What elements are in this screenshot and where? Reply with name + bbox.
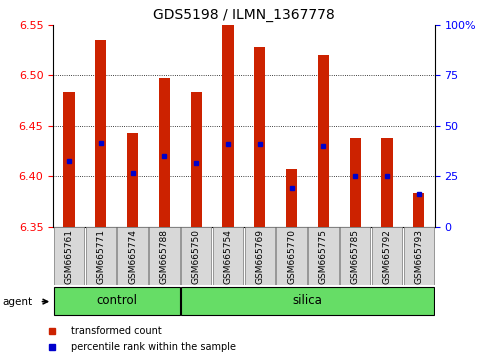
Bar <box>191 92 202 227</box>
FancyBboxPatch shape <box>244 227 275 285</box>
Bar <box>95 40 106 227</box>
Bar <box>318 55 329 227</box>
Bar <box>382 138 393 227</box>
FancyBboxPatch shape <box>85 227 116 285</box>
FancyBboxPatch shape <box>213 227 243 285</box>
Text: GSM665771: GSM665771 <box>96 229 105 284</box>
Text: control: control <box>96 295 137 307</box>
Text: GSM665750: GSM665750 <box>192 229 201 284</box>
Text: silica: silica <box>293 295 323 307</box>
Bar <box>127 133 138 227</box>
FancyBboxPatch shape <box>181 287 434 315</box>
FancyBboxPatch shape <box>308 227 339 285</box>
Bar <box>286 169 297 227</box>
FancyBboxPatch shape <box>117 227 148 285</box>
FancyBboxPatch shape <box>181 227 212 285</box>
Text: GSM665754: GSM665754 <box>224 229 232 284</box>
Bar <box>223 22 234 227</box>
FancyBboxPatch shape <box>54 287 180 315</box>
Text: GSM665793: GSM665793 <box>414 229 423 284</box>
FancyBboxPatch shape <box>340 227 370 285</box>
Text: GSM665775: GSM665775 <box>319 229 328 284</box>
Text: GSM665770: GSM665770 <box>287 229 296 284</box>
Bar <box>159 78 170 227</box>
FancyBboxPatch shape <box>403 227 434 285</box>
Text: GSM665785: GSM665785 <box>351 229 360 284</box>
Bar <box>350 138 361 227</box>
Text: transformed count: transformed count <box>71 326 162 336</box>
Bar <box>413 193 425 227</box>
Title: GDS5198 / ILMN_1367778: GDS5198 / ILMN_1367778 <box>153 8 335 22</box>
Text: GSM665774: GSM665774 <box>128 229 137 284</box>
FancyBboxPatch shape <box>372 227 402 285</box>
FancyBboxPatch shape <box>54 227 85 285</box>
Text: GSM665761: GSM665761 <box>65 229 73 284</box>
Text: percentile rank within the sample: percentile rank within the sample <box>71 342 236 352</box>
Text: GSM665769: GSM665769 <box>256 229 264 284</box>
Bar <box>63 92 74 227</box>
Text: GSM665792: GSM665792 <box>383 229 392 284</box>
Text: agent: agent <box>2 297 32 307</box>
Text: GSM665788: GSM665788 <box>160 229 169 284</box>
FancyBboxPatch shape <box>149 227 180 285</box>
Bar <box>254 47 265 227</box>
FancyBboxPatch shape <box>276 227 307 285</box>
